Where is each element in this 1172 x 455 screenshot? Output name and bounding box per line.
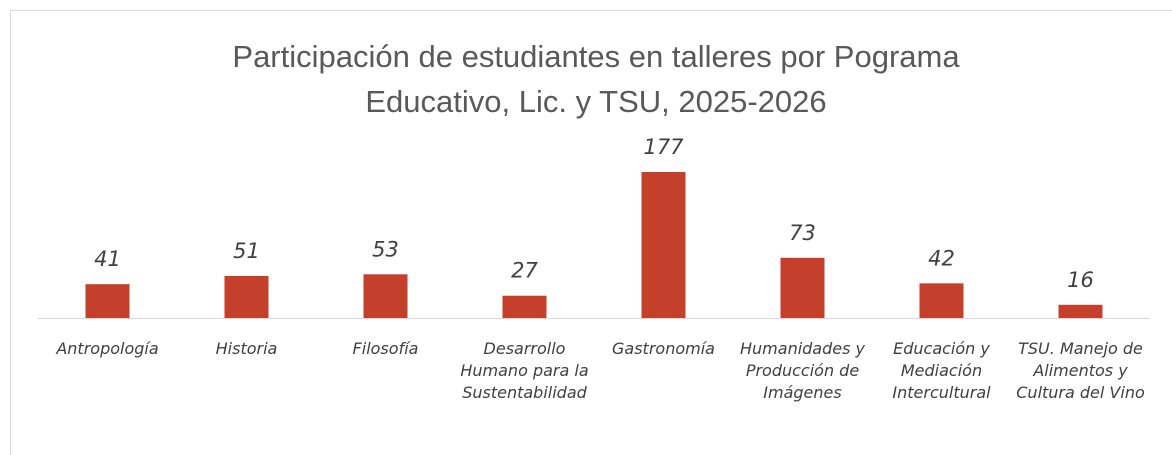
bar: [224, 275, 269, 318]
bar: [363, 274, 408, 318]
data-label: 51: [233, 239, 260, 263]
x-tick-label: Filosofía: [352, 339, 419, 358]
data-label: 41: [94, 247, 121, 271]
x-tick-label: Gastronomía: [612, 339, 715, 358]
bar: [502, 295, 547, 318]
x-tick-label: TSU. Manejo de Alimentos y Cultura del V…: [1016, 339, 1145, 402]
chart-title: Participación de estudiantes en talleres…: [232, 39, 960, 119]
x-tick-label: Antropología: [56, 339, 159, 358]
bar: [780, 257, 825, 318]
data-label: 177: [643, 135, 684, 159]
x-tick-label: Desarrollo Humano para la Sustentabilida…: [460, 339, 589, 402]
bar: [85, 284, 130, 318]
data-label: 73: [789, 221, 816, 245]
chart-border: [10, 10, 1172, 455]
data-label: 16: [1067, 268, 1094, 292]
bar: [1058, 304, 1103, 318]
data-label: 53: [372, 237, 399, 261]
data-label: 42: [928, 246, 955, 270]
bar: [641, 171, 686, 318]
x-tick-label: Humanidades y Producción de Imágenes: [740, 339, 865, 402]
x-tick-label: Historia: [215, 339, 278, 358]
data-label: 27: [511, 259, 538, 283]
x-tick-label: Educación y Mediación Intercultural: [892, 339, 991, 402]
bar: [919, 283, 964, 318]
